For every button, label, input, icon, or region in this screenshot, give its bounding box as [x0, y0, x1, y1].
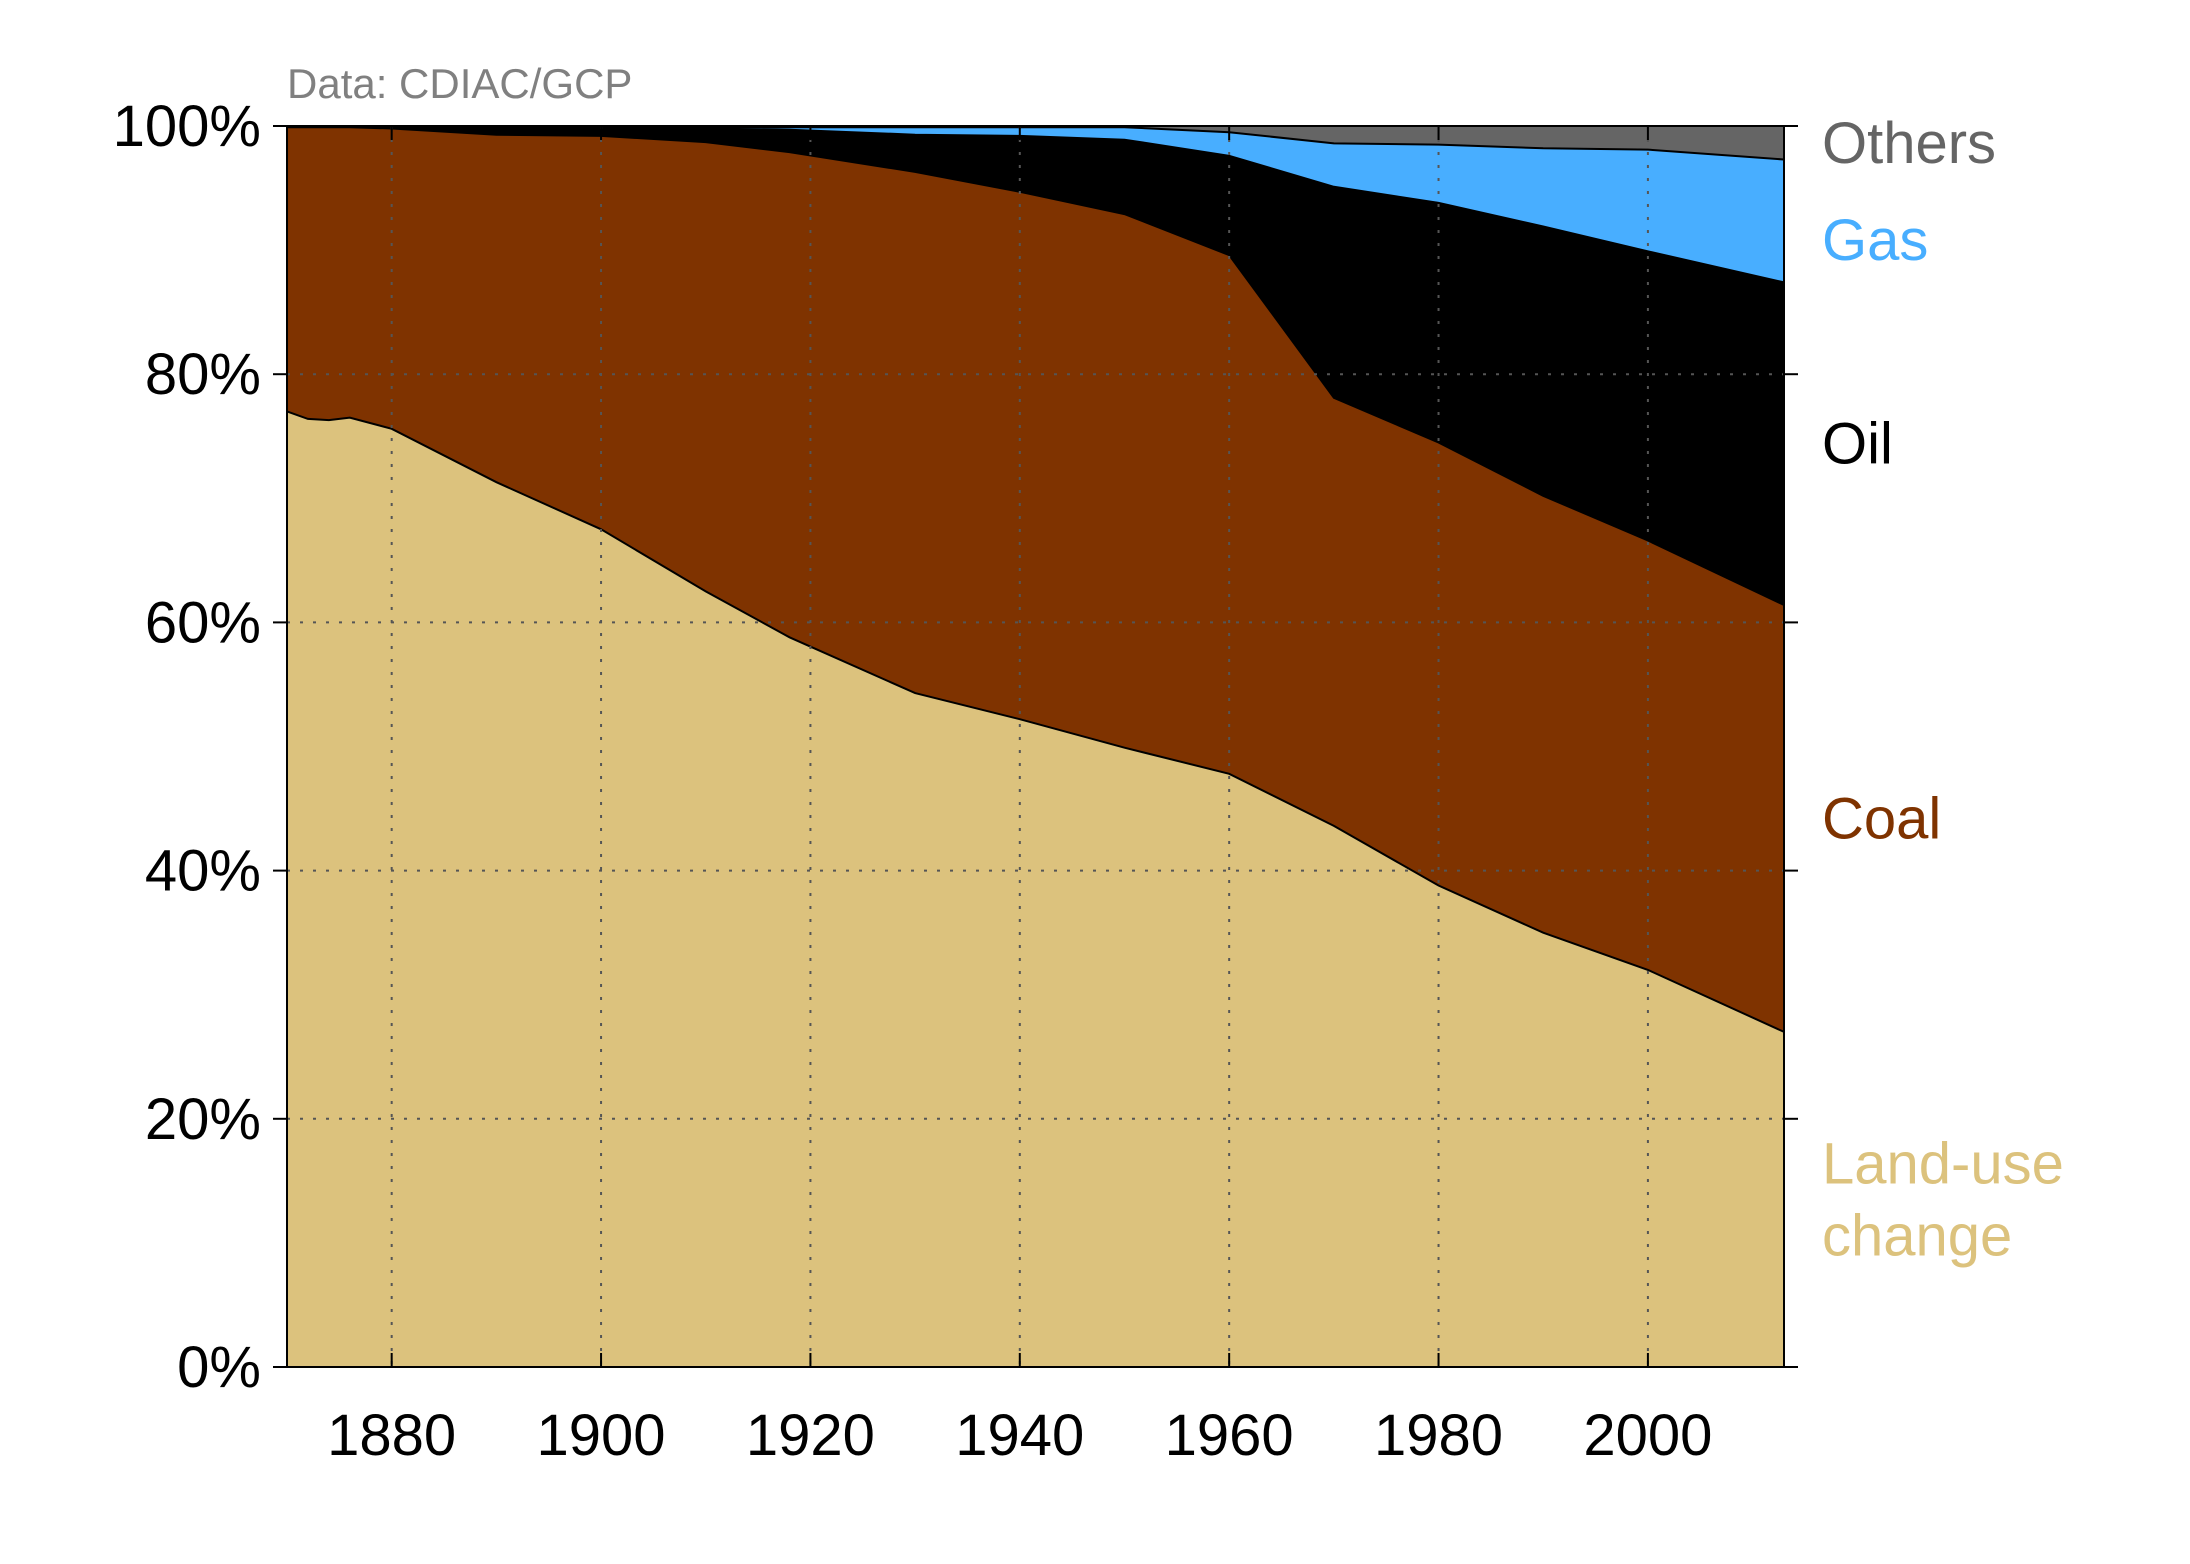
- series-label-land-use-change: Land-use change: [1822, 1131, 2064, 1268]
- series-label-gas: Gas: [1822, 208, 1928, 273]
- x-tick-label-1980: 1980: [1374, 1403, 1503, 1468]
- boundary-land-use-change: [286, 410, 1785, 1033]
- y-tick-label-0: 0%: [177, 1335, 261, 1400]
- y-tick-label-60: 60%: [145, 590, 261, 655]
- area-layers: [286, 125, 1785, 1368]
- x-axis-tick-labels: 1880 1900 1920 1940 1960 1980 2000: [327, 1403, 1712, 1468]
- x-tick-label-2000: 2000: [1583, 1403, 1712, 1468]
- grid-lines: [287, 126, 1784, 1367]
- x-tick-label-1940: 1940: [955, 1403, 1084, 1468]
- data-source-note: Data: CDIAC/GCP: [287, 60, 632, 107]
- y-axis-tick-labels: 0% 20% 40% 60% 80% 100%: [113, 94, 261, 1400]
- series-labels: Land-use change Coal Oil Gas Others: [1822, 111, 2064, 1269]
- y-tick-label-80: 80%: [145, 342, 261, 407]
- series-label-coal: Coal: [1822, 786, 1941, 851]
- x-tick-label-1960: 1960: [1165, 1403, 1294, 1468]
- x-tick-label-1880: 1880: [327, 1403, 456, 1468]
- plot-frame: [286, 125, 1785, 1368]
- series-label-others: Others: [1822, 111, 1996, 176]
- series-label-oil: Oil: [1822, 412, 1893, 477]
- boundary-coal: [287, 126, 1785, 606]
- axis-ticks: [273, 125, 1798, 1368]
- x-tick-label-1920: 1920: [746, 1403, 875, 1468]
- x-tick-label-1900: 1900: [537, 1403, 666, 1468]
- y-tick-label-100: 100%: [113, 94, 261, 159]
- y-tick-label-20: 20%: [145, 1087, 261, 1152]
- y-tick-label-40: 40%: [145, 839, 261, 904]
